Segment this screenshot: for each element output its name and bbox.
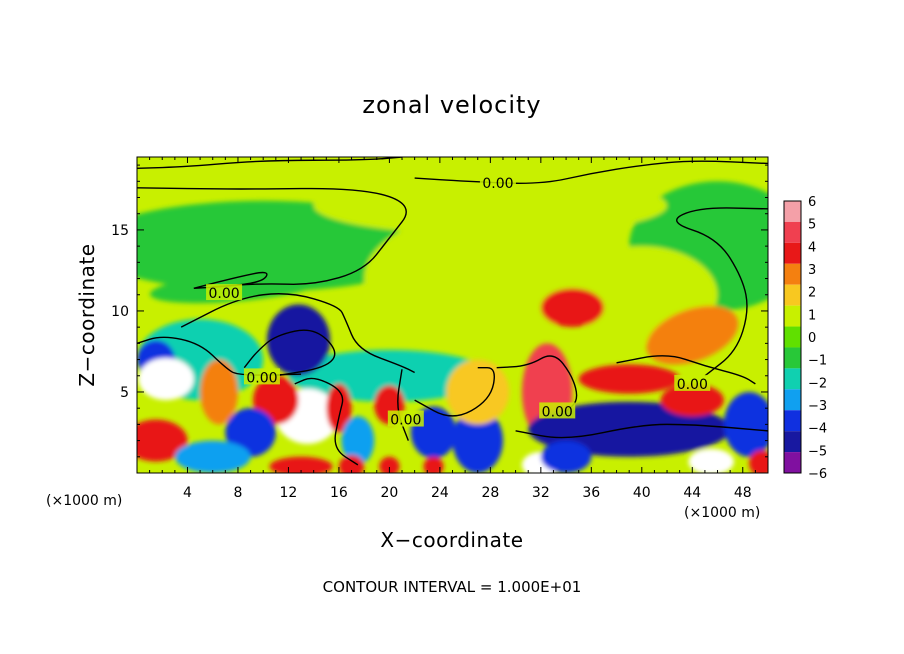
colorbar-label-6: 0 (808, 331, 816, 346)
field-cell-26 (660, 383, 724, 417)
colorbar-swatch-5 (784, 305, 801, 327)
x-unit-left: (×1000 m) (46, 493, 122, 509)
colorbar-label-3: 3 (808, 263, 816, 278)
colorbar-label-11: −5 (808, 444, 827, 459)
field-cell-32 (379, 456, 400, 473)
field-cell-17 (225, 408, 276, 457)
colorbar-label-8: −2 (808, 376, 827, 391)
field-cell-35 (540, 440, 592, 473)
field-cell-36 (688, 448, 734, 473)
field-cell-2 (313, 176, 668, 235)
contour-label-bg-0 (479, 173, 516, 190)
field-cell-10 (646, 305, 739, 365)
contour-line-10 (414, 366, 496, 417)
x-tick-label-2: 12 (280, 485, 298, 501)
field-cell-33 (423, 456, 444, 473)
contour-label-bg-1 (206, 284, 243, 301)
field-cell-4 (364, 213, 592, 344)
contour-label-bg-4 (539, 402, 576, 419)
x-tick-label-5: 24 (431, 485, 449, 501)
colorbar-swatch-11 (784, 431, 801, 453)
colorbar-label-9: −3 (808, 399, 827, 414)
contour-interval-note: CONTOUR INTERVAL = 1.000E+01 (323, 578, 582, 596)
colorbar-swatch-1 (784, 221, 801, 243)
x-tick-label-10: 44 (683, 485, 701, 501)
x-tick-label-9: 40 (633, 485, 651, 501)
field-cell-16 (326, 383, 352, 433)
colorbar-swatch-12 (784, 452, 801, 473)
y-tick-label-2: 15 (111, 223, 129, 239)
contour-label-0: 0.00 (482, 176, 513, 192)
contour-label-bg-5 (674, 374, 711, 391)
contour-line-1 (137, 187, 407, 288)
contour-line-6 (137, 336, 302, 376)
contour-line-5 (180, 293, 415, 374)
colorbar-swatch-2 (784, 242, 801, 264)
x-tick-label-4: 20 (380, 485, 398, 501)
x-tick-label-1: 8 (233, 485, 242, 501)
colorbar-swatch-3 (784, 263, 801, 285)
x-tick-label-3: 16 (330, 485, 348, 501)
contour-line-4 (676, 207, 768, 377)
contour-label-5: 0.00 (677, 377, 708, 393)
heatmap-field (137, 157, 768, 473)
field-cell-30 (269, 456, 333, 473)
field-cell-28 (137, 419, 188, 462)
y-tick-label-1: 10 (111, 304, 129, 320)
colorbar-label-2: 4 (808, 240, 816, 255)
contour-label-bg-2 (243, 368, 280, 385)
colorbar-label-4: 2 (808, 286, 816, 301)
x-tick-label-6: 28 (481, 485, 499, 501)
contour-label-3: 0.00 (390, 413, 421, 429)
colorbar-label-7: −1 (808, 354, 827, 369)
y-tick-label-0: 5 (120, 385, 129, 401)
contour-label-2: 0.00 (246, 370, 277, 386)
colorbar-swatch-7 (784, 347, 801, 369)
colorbar-label-1: 5 (808, 218, 816, 233)
colorbar-swatch-0 (784, 201, 801, 222)
field-cell-13 (200, 359, 238, 425)
contour-line-8 (294, 377, 359, 466)
contour-label-bg-3 (387, 410, 424, 427)
x-tick-label-0: 4 (183, 485, 192, 501)
contour-line-2 (414, 160, 768, 184)
contour-label-4: 0.00 (542, 404, 573, 420)
colorbar-label-5: 1 (808, 308, 816, 323)
contour-line-0 (137, 157, 403, 170)
x-axis-label: X−coordinate (380, 528, 523, 552)
field-cell-9 (540, 288, 604, 328)
colorbar-swatch-10 (784, 410, 801, 432)
field-cell-8 (266, 304, 331, 376)
field-cell-12 (138, 357, 194, 401)
field-cell-18 (341, 416, 375, 465)
x-unit-right: (×1000 m) (684, 505, 760, 521)
field-cell-21 (452, 408, 503, 473)
contour-line-7 (243, 329, 336, 377)
colorbar-swatch-9 (784, 389, 801, 411)
field-cell-27 (723, 391, 768, 457)
contour-line-12 (515, 423, 768, 439)
x-tick-label-7: 32 (532, 485, 550, 501)
chart-title: zonal velocity (362, 91, 541, 119)
contour-line-11 (496, 355, 578, 412)
field-cell-31 (338, 455, 365, 473)
colorbar-frame (783, 200, 802, 474)
field-cell-25 (578, 364, 680, 394)
contour-line-13 (616, 355, 756, 385)
colorbar-label-12: −6 (808, 467, 827, 482)
field-cell-29 (174, 440, 251, 473)
y-axis-label: Z−coordinate (75, 243, 99, 386)
colorbar-label-0: 6 (808, 195, 816, 210)
colorbar-swatch-8 (784, 368, 801, 390)
x-tick-label-8: 36 (582, 485, 600, 501)
field-cell-23 (446, 359, 510, 425)
colorbar-swatch-4 (784, 284, 801, 306)
contour-label-1: 0.00 (208, 286, 239, 302)
colorbar-label-10: −4 (808, 422, 827, 437)
colorbar-swatch-6 (784, 326, 801, 348)
colorbar: 6 5 4 3 2 1 0 −1 −2 −3 −4 −5 −6 (783, 195, 827, 482)
x-tick-label-11: 48 (734, 485, 752, 501)
field-cell-37 (749, 450, 768, 473)
